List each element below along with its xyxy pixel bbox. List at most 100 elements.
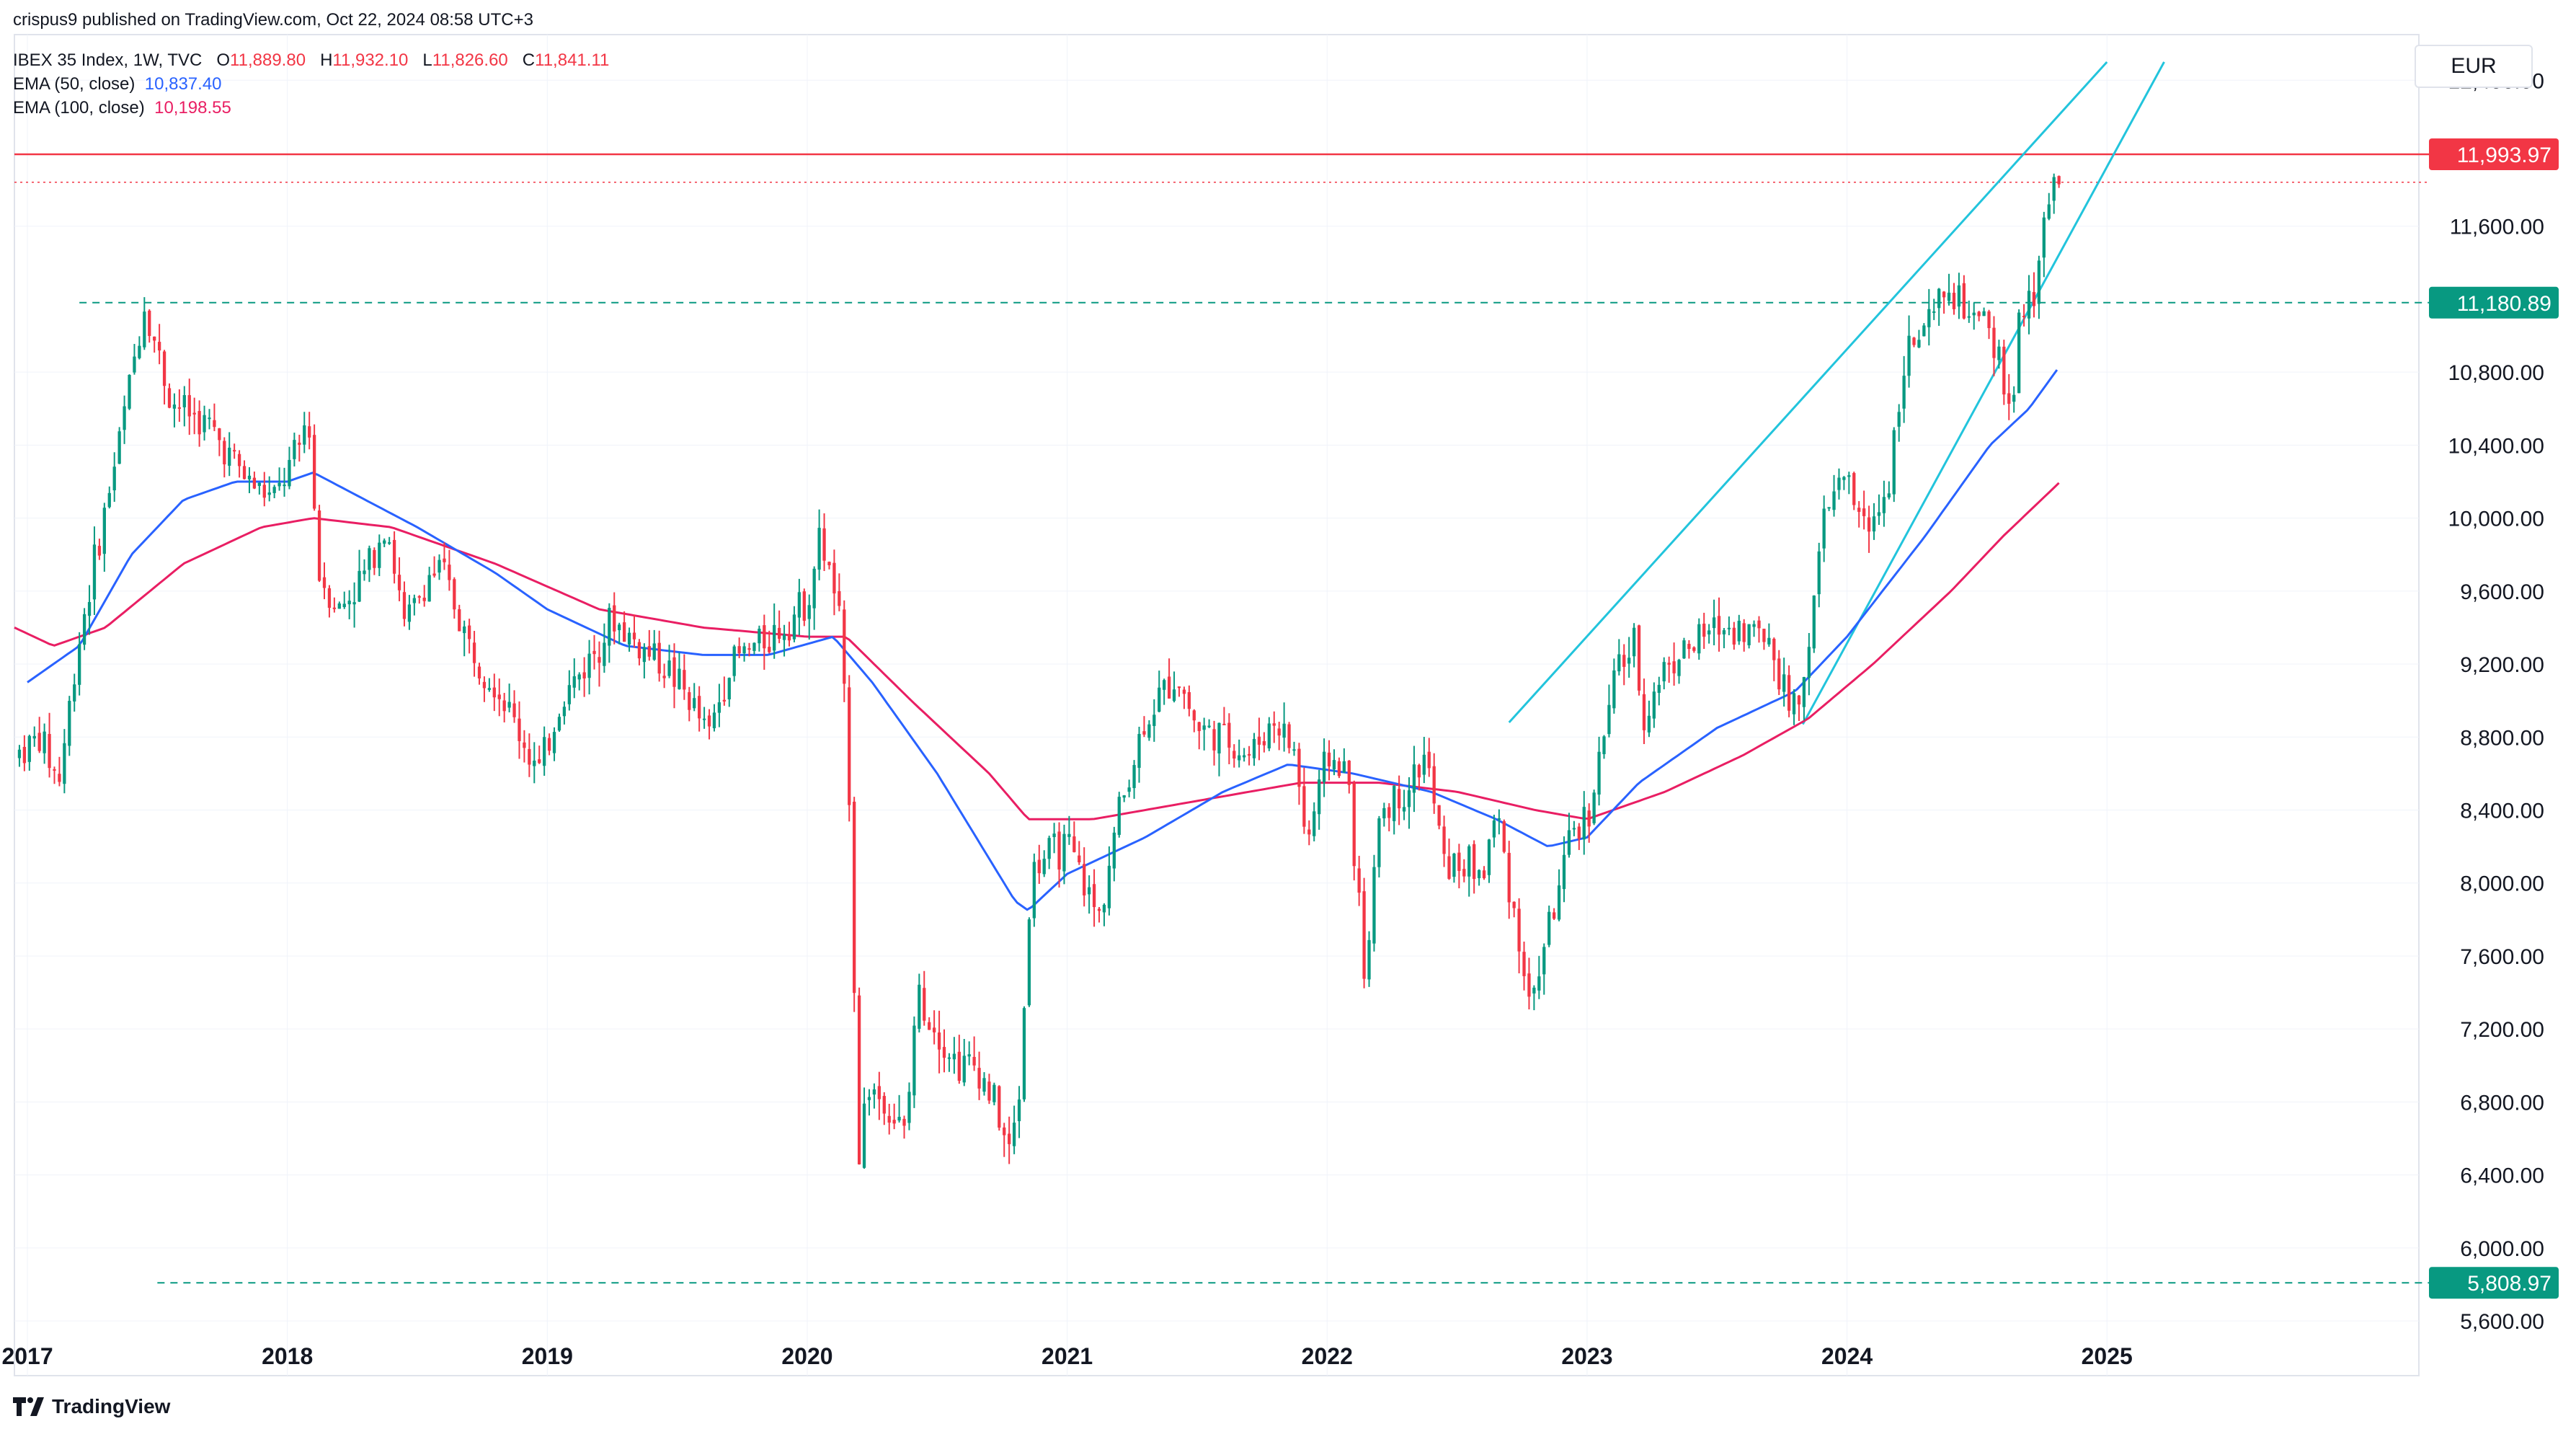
candle-body <box>78 644 81 685</box>
candle-body <box>1972 312 1976 316</box>
candle-body <box>1662 662 1666 681</box>
candle-body <box>233 450 236 452</box>
candle-body <box>293 440 296 459</box>
candle-body <box>412 598 416 603</box>
candle-body <box>1577 826 1581 839</box>
candle-body <box>107 492 111 508</box>
candle-body <box>102 508 106 554</box>
candle-body <box>82 614 86 645</box>
level-tag <box>2429 138 2559 171</box>
candle-body <box>1677 660 1681 676</box>
candle-body <box>1982 311 1986 317</box>
candle-body <box>1377 818 1381 867</box>
candle-body <box>547 738 551 751</box>
candle-body <box>732 646 736 676</box>
symbol-title[interactable]: IBEX 35 Index, 1W, TVC <box>13 50 203 70</box>
candle-body <box>1667 663 1671 665</box>
candle-body <box>533 760 536 766</box>
candle-body <box>562 707 567 717</box>
candle-body <box>392 539 396 574</box>
candle-body <box>303 425 306 445</box>
candle-body <box>1902 376 1906 409</box>
candle-body <box>688 692 691 710</box>
candle-body <box>143 311 146 348</box>
candle-body <box>197 411 201 435</box>
candle-body <box>1042 859 1046 875</box>
candle-body <box>528 748 531 765</box>
candle-body <box>162 351 166 386</box>
candle-body <box>1372 867 1376 944</box>
candle-body <box>992 1084 996 1102</box>
candle-body <box>777 627 781 639</box>
candle-body <box>1457 852 1461 871</box>
candle-body <box>1222 723 1226 725</box>
x-tick-label: 2024 <box>1821 1343 1873 1369</box>
candle-body <box>1827 507 1831 509</box>
candle-body <box>153 336 156 341</box>
candle-body <box>342 603 346 608</box>
candle-body <box>487 688 492 690</box>
candle-body <box>1657 684 1661 694</box>
candle-body <box>277 482 281 487</box>
candle-body <box>1847 475 1851 477</box>
ema50-legend[interactable]: EMA (50, close) 10,837.40 <box>13 74 222 94</box>
candle-body <box>1802 677 1806 707</box>
ema100-legend[interactable]: EMA (100, close) 10,198.55 <box>13 98 231 118</box>
candle-body <box>857 995 861 1164</box>
price-axis[interactable]: 12,400.0011,600.0010,800.0010,400.0010,0… <box>2448 69 2544 1334</box>
candle-body <box>1957 285 1961 307</box>
candle-body <box>1542 947 1546 975</box>
candle-body <box>347 601 351 605</box>
candle-body <box>742 646 746 654</box>
candle-body <box>1987 311 1991 329</box>
candle-body <box>887 1115 891 1123</box>
candle-body <box>43 731 46 753</box>
candle-body <box>998 1086 1001 1128</box>
candle-body <box>247 475 252 479</box>
candle-body <box>378 542 381 568</box>
candle-body <box>1092 884 1096 908</box>
candle-body <box>918 984 921 1029</box>
candle-body <box>642 647 647 663</box>
candle-body <box>787 634 791 641</box>
time-axis[interactable]: 2017 2018 2019 2020 2021 2022 2023 2024 2025 <box>1 1343 2132 1369</box>
candle-body <box>262 485 266 498</box>
candle-body <box>288 459 291 487</box>
candle-body <box>1402 807 1406 812</box>
candle-body <box>252 477 257 489</box>
candle-body <box>157 342 161 351</box>
candle-body <box>1997 346 2001 360</box>
candle-body <box>1822 508 1826 549</box>
candle-body <box>448 565 451 580</box>
candle-body <box>497 694 501 699</box>
trendlines <box>1508 61 2165 725</box>
candle-body <box>1462 869 1466 877</box>
candle-body <box>907 1092 911 1123</box>
currency-selector[interactable]: EUR <box>2415 45 2533 88</box>
candle-body <box>148 310 151 336</box>
candle-body <box>1212 729 1216 751</box>
candle-body <box>2057 176 2061 185</box>
candle-body <box>552 732 556 753</box>
candle-body <box>92 544 97 600</box>
candle-body <box>1992 327 1996 358</box>
candle-body <box>1757 620 1761 629</box>
candle-body <box>1552 912 1556 919</box>
candle-body <box>1712 617 1716 629</box>
candle-body <box>1307 829 1311 835</box>
close-value: 11,841.11 <box>535 50 610 70</box>
candle-body <box>897 1117 901 1121</box>
candle-body <box>1937 288 1941 309</box>
candle-body <box>458 609 461 632</box>
y-tick-label: 8,000.00 <box>2460 872 2544 896</box>
candle-body <box>17 749 22 758</box>
candle-body <box>698 696 701 719</box>
ohlc-legend: IBEX 35 Index, 1W, TVC O11,889.80 H11,93… <box>13 50 609 71</box>
level-tag <box>2429 286 2559 319</box>
candle-body <box>678 668 681 689</box>
candle-body <box>877 1086 881 1100</box>
candle-body <box>1393 785 1396 821</box>
candle-body <box>592 650 596 655</box>
candle-body <box>538 759 541 764</box>
